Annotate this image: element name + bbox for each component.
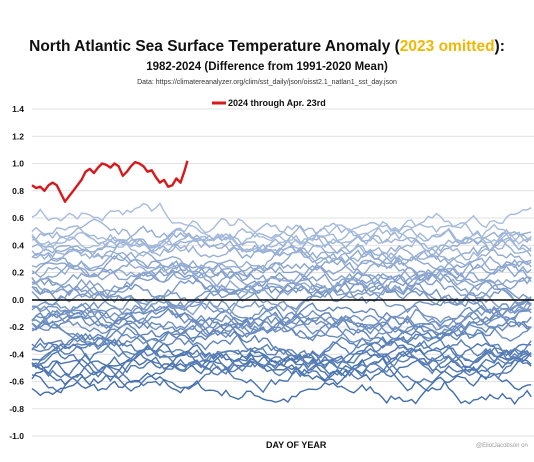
x-axis-label: DAY OF YEAR: [266, 440, 327, 450]
y-tick-label: 0.6: [12, 213, 24, 223]
chart-title: North Atlantic Sea Surface Temperature A…: [29, 38, 505, 55]
background-series-line: [31, 234, 532, 267]
legend: 2024 through Apr. 23rd: [212, 98, 326, 108]
background-series-line: [31, 282, 532, 321]
background-series-line: [31, 218, 532, 261]
background-series-line: [31, 238, 532, 265]
background-series-line: [31, 255, 532, 294]
background-series-line: [31, 343, 532, 384]
background-series: [31, 202, 532, 406]
y-tick-label: 0.2: [12, 268, 24, 278]
series-2024: [31, 160, 189, 203]
background-series-line: [31, 344, 532, 394]
y-tick-label: 1.4: [12, 104, 24, 114]
legend-entry-2024: 2024 through Apr. 23rd: [228, 98, 326, 108]
background-series-line: [31, 221, 532, 257]
y-tick-label: -0.6: [9, 377, 24, 387]
background-series-line: [31, 249, 532, 294]
background-series-line: [31, 297, 532, 333]
chart-subtitle: 1982-2024 (Difference from 1991-2020 Mea…: [146, 61, 388, 73]
background-series-line: [31, 285, 532, 329]
y-tick-label: 1.0: [12, 159, 24, 169]
background-series-line: [31, 348, 532, 390]
background-series-line: [31, 265, 532, 297]
background-series-line: [31, 222, 532, 253]
background-series-line: [31, 304, 532, 342]
background-series-line: [31, 323, 532, 363]
background-series-line: [31, 267, 532, 316]
background-series-line: [32, 338, 532, 380]
y-tick-label: 0.8: [12, 186, 24, 196]
background-series-line: [31, 271, 532, 314]
y-tick-label: 1.2: [12, 131, 24, 141]
data-source: Data: https://climatereanalyzer.org/clim…: [137, 79, 397, 86]
y-tick-labels: 1.4 1.2 1.0 0.8 0.6 0.4 0.2 0.0 -0.2 -0.4 -0.6 -0.8…: [9, 104, 24, 441]
background-series-line: [31, 225, 532, 269]
y-tick-label: -0.8: [9, 404, 24, 414]
title-highlight: 2023 omitted: [399, 38, 495, 55]
y-tick-label: 0.4: [12, 240, 24, 250]
y-tick-label: 0.0: [12, 295, 24, 305]
background-series-line: [31, 335, 532, 380]
background-series-line: [31, 231, 532, 274]
background-series-line: [31, 246, 532, 281]
background-series-line: [31, 260, 532, 296]
y-tick-label: -0.2: [9, 322, 24, 332]
background-series-line: [31, 202, 532, 245]
background-series-line: [31, 372, 532, 406]
credit: @EliotJacobson on: [476, 443, 528, 449]
background-series-line: [31, 321, 532, 373]
background-series-line: [31, 304, 532, 344]
y-tick-label: -1.0: [9, 431, 24, 441]
y-tick-label: -0.4: [9, 349, 24, 359]
